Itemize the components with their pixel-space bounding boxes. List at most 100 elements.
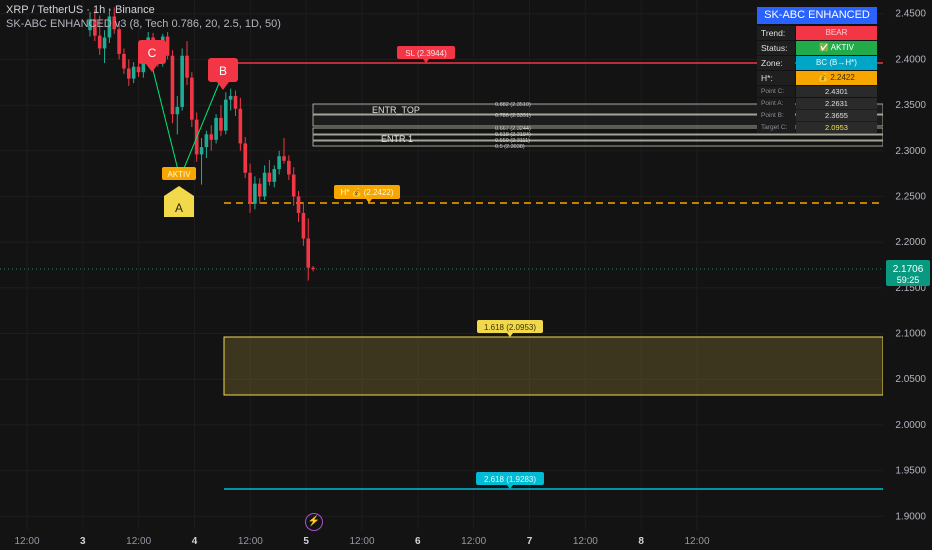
candle-body [122, 53, 126, 69]
candle [272, 165, 277, 188]
panel-row-status: Status: ✅ AKTIV [757, 41, 877, 55]
sl-label-text: SL (2.3944) [405, 49, 447, 58]
candle-body [180, 55, 184, 107]
candle-body [209, 134, 214, 140]
trend-value: BEAR [796, 26, 877, 40]
point-a-text: A [175, 201, 183, 215]
candle-body [185, 55, 189, 78]
candle [112, 7, 117, 34]
candle-body [112, 16, 117, 30]
point-a-value: 2.2631 [796, 98, 877, 109]
candle [311, 265, 315, 272]
time-tick-label: 12:00 [126, 536, 151, 547]
time-tick-label: 12:00 [461, 536, 486, 547]
candle [287, 155, 291, 181]
candle [243, 137, 247, 179]
candle [253, 176, 257, 210]
target-1618-label-text: 1.618 (2.0953) [484, 323, 536, 332]
fib-786-label: 0.786 (2.3391) [495, 113, 531, 119]
time-tick-label: 12:00 [684, 536, 709, 547]
candle-body [107, 16, 112, 38]
candle-body [165, 36, 170, 56]
zone-value: BC (B→H*) [796, 56, 877, 70]
candles [88, 7, 315, 281]
status-key: Status: [757, 41, 795, 55]
candle-body [117, 29, 121, 54]
chart-zones [0, 62, 884, 490]
price-tick-label: 2.2500 [895, 191, 926, 202]
target-2618-label: 2.618 (1.9283) [476, 472, 544, 489]
candle-body [175, 106, 180, 115]
fib-882-label: 0.882 (2.3510) [495, 102, 531, 108]
candle [107, 8, 112, 43]
candle [165, 31, 170, 60]
candle-body [262, 172, 267, 197]
candle-body [277, 156, 281, 170]
indicator-title[interactable]: SK-ABC ENHANCED v3 (8, Tech 0.786, 20, 2… [6, 18, 281, 30]
time-tick-label: 12:00 [238, 536, 263, 547]
candle-body [204, 134, 209, 148]
candle [228, 88, 233, 111]
candle-body [311, 267, 315, 270]
candle-body [267, 172, 272, 182]
candle-body [291, 174, 296, 197]
candle [190, 72, 194, 128]
panel-row-point-c: Point C: 2.4301 [757, 86, 877, 97]
zone-key: Zone: [757, 56, 795, 70]
time-axis[interactable]: 12:00 3 12:00 4 12:00 5 12:00 6 12:00 7 12:00 8 12:0… [0, 530, 932, 550]
candle [267, 159, 272, 186]
point-c-marker: C [138, 40, 166, 72]
lightning-icon[interactable]: ⚡ [305, 513, 323, 531]
candle-body [228, 95, 233, 100]
candle [282, 137, 286, 164]
price-tick-label: 1.9000 [895, 511, 926, 522]
point-b-key: Point B: [757, 110, 795, 121]
candle [88, 11, 92, 37]
candle [93, 9, 97, 42]
time-tick-label: 6 [415, 536, 421, 547]
price-tick-label: 2.2000 [895, 237, 926, 248]
candle [170, 50, 175, 124]
candle [180, 48, 184, 111]
point-b-text: B [219, 64, 227, 78]
candle-body [257, 183, 262, 197]
target-1618-label: 1.618 (2.0953) [477, 320, 543, 337]
candle-body [102, 37, 107, 49]
candle-body [214, 117, 218, 140]
candle [214, 114, 218, 144]
candle [127, 59, 131, 86]
candle [224, 92, 228, 135]
price-tick-label: 2.4500 [895, 9, 926, 20]
price-tick-label: 2.1000 [895, 329, 926, 340]
candle [204, 130, 209, 159]
panel-row-hstar: H*: 💰 2.2422 [757, 71, 877, 85]
price-tick-label: 2.3000 [895, 146, 926, 157]
point-c-text: C [148, 46, 157, 60]
price-tick-label: 2.3500 [895, 100, 926, 111]
chart-grid [0, 13, 883, 517]
time-tick-label: 8 [638, 536, 644, 547]
candle [219, 105, 223, 137]
target-c-key: Target C: [757, 122, 795, 133]
symbol-title[interactable]: XRP / TetherUS · 1h · Binance [6, 4, 155, 16]
candle [301, 201, 306, 246]
target-c-value: 2.0953 [796, 122, 877, 133]
aktiv-text: AKTIV [167, 170, 191, 179]
candle-body [296, 196, 301, 213]
candle-body [306, 238, 311, 268]
candle-body [287, 160, 291, 175]
entr-1-label: ENTR 1 [381, 134, 413, 144]
candle [117, 21, 121, 60]
current-price-tag: 2.1706 59:25 [886, 260, 930, 286]
candle [262, 165, 267, 201]
fib-500-label: 0.5 (2.3038) [495, 144, 525, 150]
target-zone-1618 [223, 336, 884, 396]
panel-row-zone: Zone: BC (B→H*) [757, 56, 877, 70]
price-tick-label: 2.1500 [895, 283, 926, 294]
candle-body [243, 143, 247, 173]
panel-row-point-a: Point A: 2.2631 [757, 98, 877, 109]
status-value: ✅ AKTIV [796, 41, 877, 55]
candle-body [282, 156, 286, 161]
candle [209, 125, 214, 151]
